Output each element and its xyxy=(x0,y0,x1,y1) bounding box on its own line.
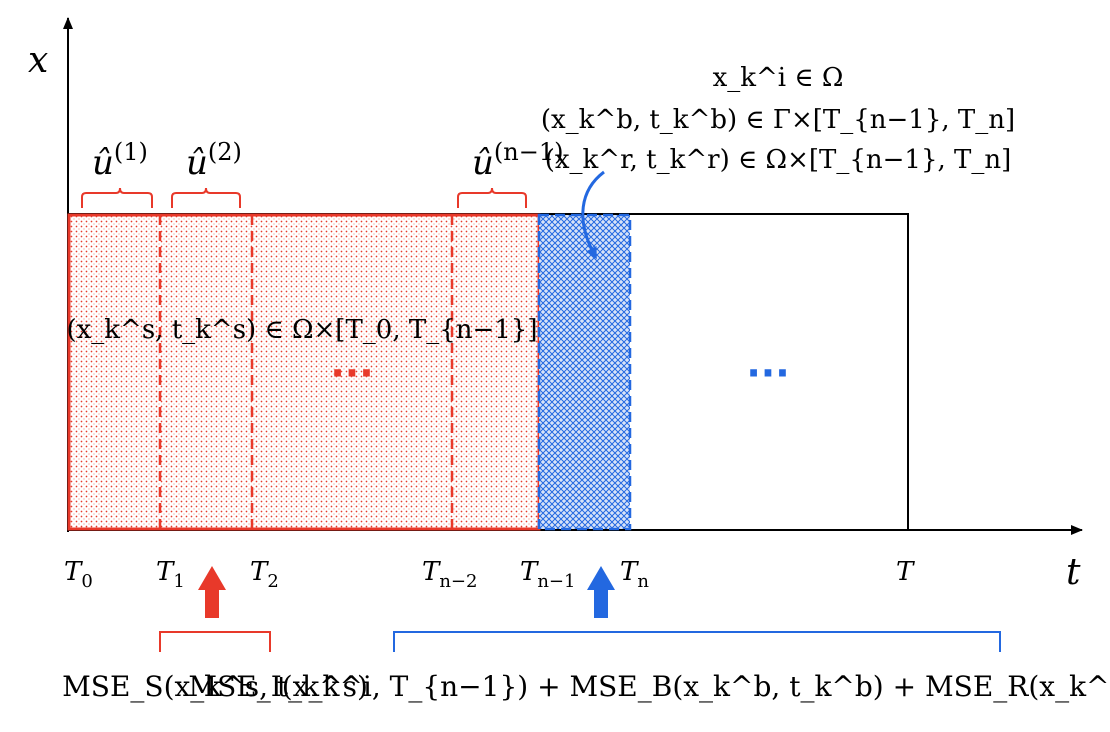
tick-t0: T0 xyxy=(64,557,93,592)
label-u2: û(2) xyxy=(186,138,242,183)
tick-t2: T2 xyxy=(250,557,279,592)
brace-u1 xyxy=(81,187,153,208)
blue-up-arrow xyxy=(587,566,615,618)
points-pointer-arrow xyxy=(581,170,605,260)
physics-loss-label: MSE_I(x_k^i, T_{n−1}) + MSE_B(x_k^b, t_k… xyxy=(188,670,1110,703)
tick-t-final: T xyxy=(896,557,915,587)
physics-loss-bracket xyxy=(393,631,1001,652)
tick-t1: T1 xyxy=(156,557,185,592)
tick-tn-2: Tn−2 xyxy=(422,557,477,592)
supervised-points-label: (x_k^s, t_k^s) ∈ Ω×[T_0, T_{n−1}] xyxy=(66,315,537,345)
tick-tn: Tn xyxy=(620,557,649,592)
boundary-points-label: (x_k^b, t_k^b) ∈ Γ×[T_{n−1}, T_n] xyxy=(541,105,1015,135)
supervised-loss-label: MSE_S(x_k^s, t_k^s) xyxy=(62,670,368,703)
label-un-1: û(n−1) xyxy=(472,138,563,183)
blue-ellipsis: ··· xyxy=(746,351,789,395)
current-window xyxy=(537,213,632,531)
tick-tn-1: Tn−1 xyxy=(520,557,575,592)
trained-region xyxy=(67,213,541,531)
red-up-arrow xyxy=(198,566,226,618)
residual-points-label: (x_k^r, t_k^r) ∈ Ω×[T_{n−1}, T_n] xyxy=(545,145,1012,175)
t-axis-label: t xyxy=(1066,552,1081,593)
brace-un-1 xyxy=(457,187,527,208)
supervised-loss-bracket xyxy=(159,631,271,652)
brace-u2 xyxy=(171,187,241,208)
x-axis-label: x xyxy=(28,40,48,81)
initial-points-label: x_k^i ∈ Ω xyxy=(713,63,844,93)
label-u1: û(1) xyxy=(92,138,148,183)
red-ellipsis: ··· xyxy=(330,351,373,395)
